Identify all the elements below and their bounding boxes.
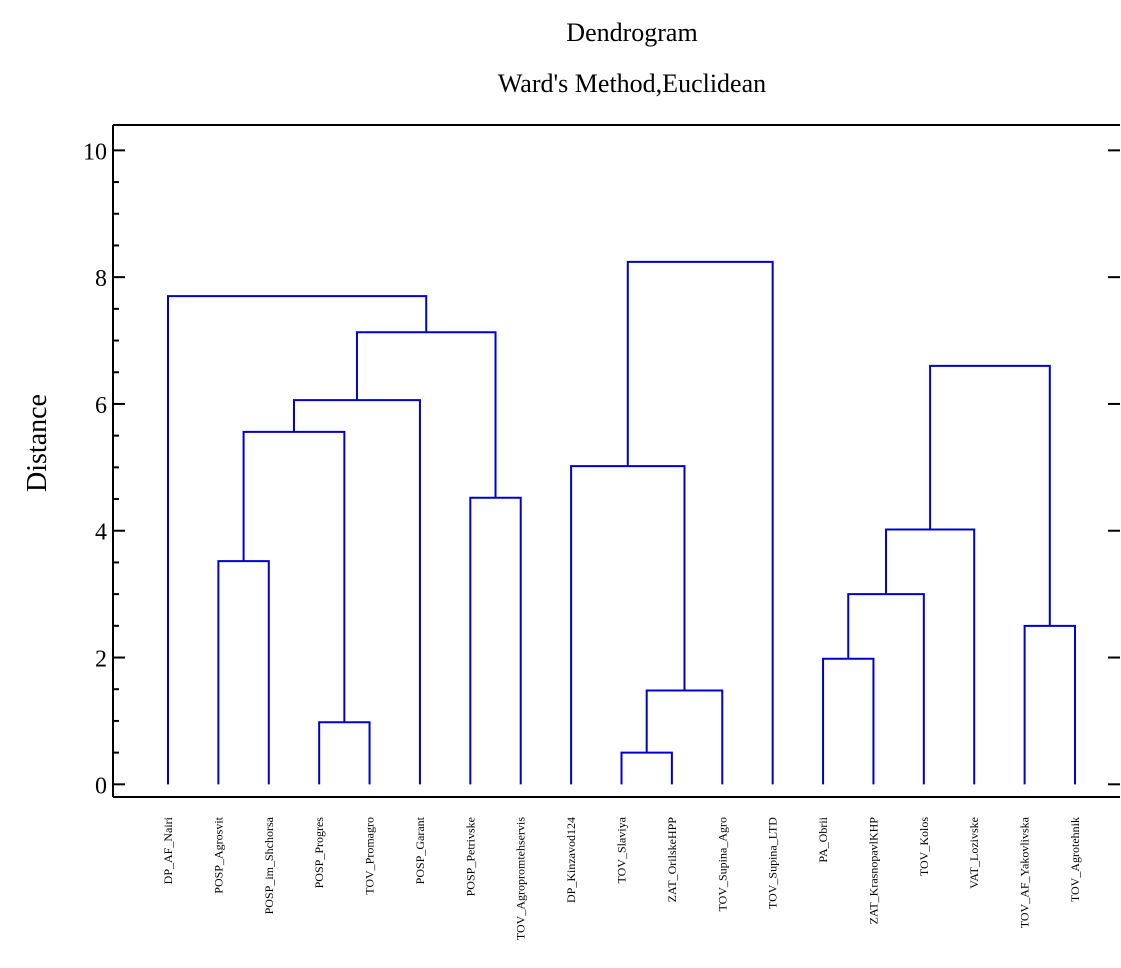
leaf-label: DP_Kinzavod124 (564, 817, 578, 903)
leaf-label: TOV_Supina_Agro (715, 817, 729, 911)
dendrogram-link (292, 399, 421, 785)
dendrogram-link (620, 751, 673, 785)
dendrogram-link (885, 528, 976, 785)
axes: 0 2 4 6 8 10 (83, 124, 1120, 799)
leaf-label: TOV_Supina_LTD (766, 817, 780, 909)
dendrogram-link (167, 295, 428, 785)
dendrogram-link (318, 721, 371, 785)
leaf-label: POSP_Petrivske (463, 817, 477, 896)
leaf-label: TOV_Agrotehnik (1068, 817, 1082, 902)
leaf-label: PA_Obrii (816, 816, 830, 862)
y-tick-label: 2 (95, 647, 107, 673)
leaf-label: POSP_Agrosvit (211, 816, 225, 893)
dendrogram-link (570, 465, 686, 785)
dendrogram-link (645, 689, 724, 785)
leaf-label: TOV_AF_Yakovlivska (1018, 816, 1032, 928)
leaf-label: ZAT_KrasnopavlKHP (866, 817, 880, 925)
y-axis-label: Distance (22, 394, 53, 492)
dendrogram-link (469, 496, 522, 785)
y-tick-label: 10 (83, 139, 107, 165)
leaf-label: POSP_im_Shchorsa (262, 816, 276, 914)
y-tick-label: 8 (95, 266, 107, 292)
dendrogram-link (929, 364, 1051, 626)
leaf-label: POSP_Garant (413, 816, 427, 884)
leaf-label: POSP_Progres (312, 817, 326, 889)
leaf-label: ZAT_OrilskeHPP (665, 817, 679, 903)
leaf-label: TOV_Slaviya (615, 816, 629, 883)
dendrogram-link (242, 430, 346, 723)
leaf-label: TOV_Agropromtehservis (514, 817, 528, 940)
chart-title: Dendrogram (566, 18, 697, 47)
y-tick-label: 6 (95, 393, 107, 419)
dendrogram-link (822, 657, 875, 785)
y-tick-label: 4 (95, 520, 107, 546)
leaf-label: VAT_Lozivske (967, 817, 981, 889)
leaf-label: TOV_Promagro (363, 817, 377, 895)
chart-subtitle: Ward's Method,Euclidean (498, 69, 766, 98)
dendrogram-link (847, 593, 925, 785)
y-tick-label: 0 (95, 773, 107, 799)
dendrogram-link (217, 560, 270, 785)
leaf-labels: DP_AF_Nairi POSP_Agrosvit POSP_im_Shchorsa… (161, 816, 1082, 940)
dendrogram-links (167, 260, 1076, 785)
dendrogram-link (626, 260, 774, 785)
leaf-label: TOV_Kolos (917, 817, 931, 876)
leaf-label: DP_AF_Nairi (161, 816, 175, 884)
dendrogram-link (1023, 624, 1076, 785)
dendrogram-link (355, 331, 497, 498)
